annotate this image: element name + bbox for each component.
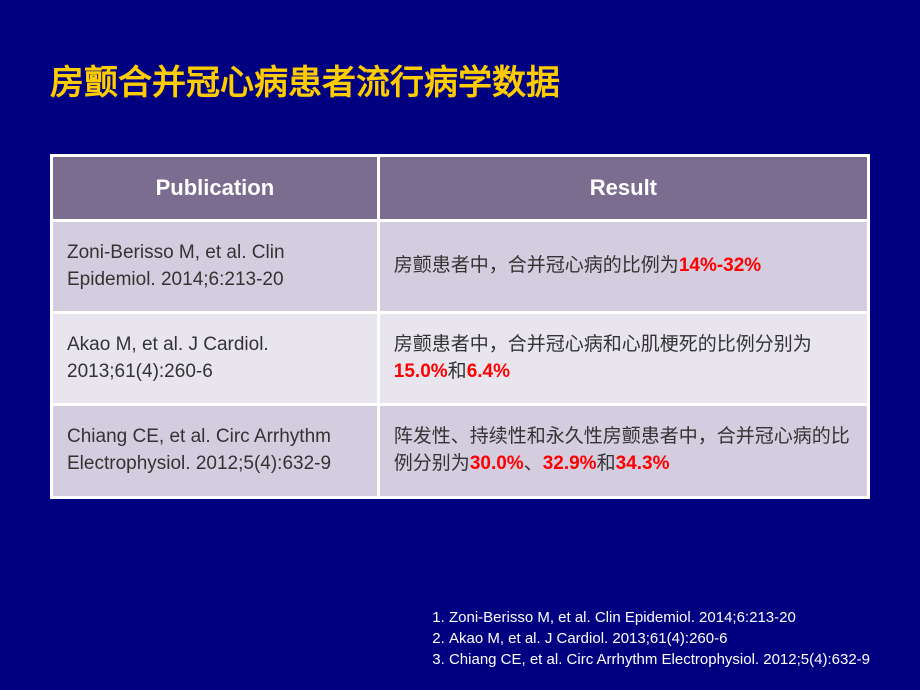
reference-item: Zoni-Berisso M, et al. Clin Epidemiol. 2… (422, 607, 870, 628)
table-header-row: Publication Result (52, 156, 869, 221)
header-result: Result (378, 156, 868, 221)
publication-cell: Zoni-Berisso M, et al. Clin Epidemiol. 2… (52, 221, 379, 313)
result-highlight: 15.0% (394, 361, 448, 382)
result-cell: 房颤患者中，合并冠心病的比例为14%-32% (378, 221, 868, 313)
publication-cell: Akao M, et al. J Cardiol. 2013;61(4):260… (52, 313, 379, 405)
header-publication: Publication (52, 156, 379, 221)
result-highlight: 6.4% (467, 361, 510, 382)
result-cell: 房颤患者中，合并冠心病和心肌梗死的比例分别为 15.0%和6.4% (378, 313, 868, 405)
result-text: 和 (597, 453, 616, 474)
publication-cell: Chiang CE, et al. Circ Arrhythm Electrop… (52, 405, 379, 497)
table-row: Zoni-Berisso M, et al. Clin Epidemiol. 2… (52, 221, 869, 313)
result-highlight: 30.0% (470, 453, 524, 474)
reference-item: Akao M, et al. J Cardiol. 2013;61(4):260… (422, 628, 870, 649)
result-highlight: 34.3% (616, 453, 670, 474)
result-highlight: 14%-32% (679, 255, 761, 276)
reference-item: Chiang CE, et al. Circ Arrhythm Electrop… (422, 649, 870, 670)
slide-title: 房颤合并冠心病患者流行病学数据 (0, 0, 920, 134)
result-cell: 阵发性、持续性和永久性房颤患者中，合并冠心病的比例分别为30.0%、32.9%和… (378, 405, 868, 497)
references-block: Zoni-Berisso M, et al. Clin Epidemiol. 2… (422, 607, 870, 670)
result-highlight: 32.9% (543, 453, 597, 474)
result-text: 房颤患者中，合并冠心病的比例为 (394, 255, 679, 276)
data-table: Publication Result Zoni-Berisso M, et al… (50, 154, 870, 499)
result-text: 、 (524, 453, 543, 474)
table-row: Akao M, et al. J Cardiol. 2013;61(4):260… (52, 313, 869, 405)
table-container: Publication Result Zoni-Berisso M, et al… (0, 134, 920, 519)
table-row: Chiang CE, et al. Circ Arrhythm Electrop… (52, 405, 869, 497)
result-text: 和 (448, 361, 467, 382)
result-text: 房颤患者中，合并冠心病和心肌梗死的比例分别为 (394, 334, 812, 355)
